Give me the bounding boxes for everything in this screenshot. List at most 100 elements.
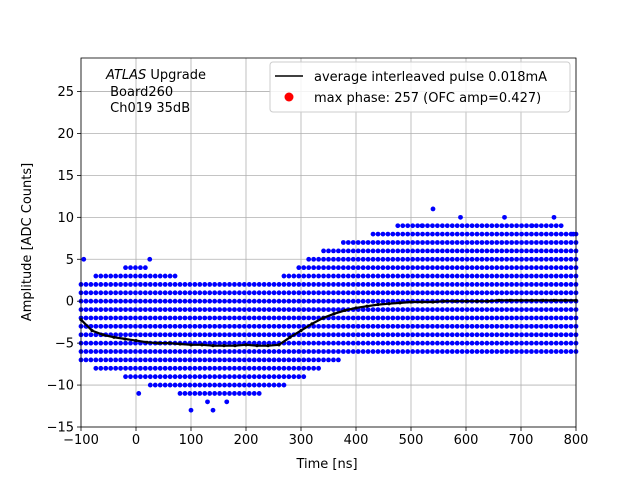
sample-point xyxy=(494,240,500,245)
sample-point xyxy=(551,214,557,220)
sample-point xyxy=(108,349,114,354)
sample-point xyxy=(326,332,331,338)
sample-point xyxy=(142,298,148,304)
sample-point xyxy=(543,248,549,254)
sample-point xyxy=(311,315,317,321)
sample-point xyxy=(256,340,262,346)
sample-point xyxy=(192,290,198,296)
sample-point xyxy=(187,307,193,312)
sample-point xyxy=(276,332,282,338)
sample-point xyxy=(563,248,569,254)
sample-point xyxy=(118,332,123,338)
sample-point xyxy=(509,248,515,254)
average-pulse-point xyxy=(409,300,413,304)
sample-point xyxy=(420,332,425,338)
sample-point xyxy=(524,315,529,321)
sample-point xyxy=(435,290,440,296)
sample-point xyxy=(197,391,203,396)
sample-point xyxy=(281,332,287,338)
sample-point xyxy=(83,349,89,354)
sample-point xyxy=(202,357,208,363)
sample-point xyxy=(568,273,574,279)
sample-point xyxy=(553,315,559,321)
sample-point xyxy=(261,290,267,296)
sample-point xyxy=(182,315,188,321)
sample-point xyxy=(311,265,317,271)
sample-point xyxy=(350,273,356,279)
sample-point xyxy=(568,307,574,312)
sample-point xyxy=(405,332,411,338)
sample-point xyxy=(227,282,232,287)
sample-point xyxy=(311,273,317,279)
sample-point xyxy=(182,357,188,363)
sample-point xyxy=(177,382,183,388)
sample-point xyxy=(251,323,257,329)
sample-point xyxy=(370,307,376,312)
sample-point xyxy=(548,349,554,354)
sample-point xyxy=(375,315,381,321)
sample-point xyxy=(469,265,475,271)
sample-point xyxy=(118,349,123,354)
sample-point xyxy=(331,340,336,346)
sample-point xyxy=(197,365,203,371)
average-pulse-point xyxy=(387,302,391,306)
sample-point xyxy=(142,365,148,371)
sample-point xyxy=(331,315,336,321)
sample-point xyxy=(519,315,524,321)
sample-point xyxy=(251,349,257,354)
sample-point xyxy=(474,340,480,346)
sample-point xyxy=(499,223,505,229)
sample-point xyxy=(321,282,326,287)
sample-point xyxy=(502,214,507,220)
sample-point xyxy=(251,357,257,363)
sample-point xyxy=(128,365,133,371)
sample-point xyxy=(395,273,401,279)
sample-point xyxy=(202,332,208,338)
sample-point xyxy=(410,248,416,254)
sample-point xyxy=(553,340,559,346)
sample-point xyxy=(524,256,529,262)
sample-point xyxy=(227,315,232,321)
sample-point xyxy=(316,282,321,287)
sample-point xyxy=(439,323,445,329)
sample-point xyxy=(529,332,534,338)
sample-points xyxy=(78,206,579,413)
x-axis-label: Time [ns] xyxy=(295,457,357,472)
sample-point xyxy=(172,298,178,304)
sample-point xyxy=(553,307,559,312)
sample-point xyxy=(563,240,569,245)
sample-point xyxy=(499,290,505,296)
sample-point xyxy=(568,248,574,254)
sample-point xyxy=(286,282,292,287)
sample-point xyxy=(425,248,430,254)
sample-point xyxy=(276,315,282,321)
sample-point xyxy=(479,265,485,271)
sample-point xyxy=(128,290,133,296)
sample-point xyxy=(261,340,267,346)
sample-point xyxy=(395,323,401,329)
sample-point xyxy=(256,307,262,312)
sample-point xyxy=(370,265,376,271)
sample-point xyxy=(435,240,440,245)
sample-point xyxy=(301,273,307,279)
sample-point xyxy=(222,290,227,296)
sample-point xyxy=(103,315,109,321)
sample-point xyxy=(88,332,94,338)
sample-point xyxy=(385,315,391,321)
sample-point xyxy=(474,307,480,312)
sample-point xyxy=(138,332,143,338)
sample-point xyxy=(212,282,218,287)
sample-point xyxy=(152,315,158,321)
sample-point xyxy=(459,282,465,287)
sample-point xyxy=(177,332,183,338)
sample-point xyxy=(251,382,257,388)
sample-point xyxy=(405,307,411,312)
sample-point xyxy=(355,248,361,254)
sample-point xyxy=(241,315,247,321)
sample-point xyxy=(340,265,346,271)
sample-point xyxy=(370,273,376,279)
sample-point xyxy=(177,307,183,312)
sample-point xyxy=(415,290,420,296)
sample-point xyxy=(524,349,529,354)
sample-point xyxy=(138,374,143,380)
